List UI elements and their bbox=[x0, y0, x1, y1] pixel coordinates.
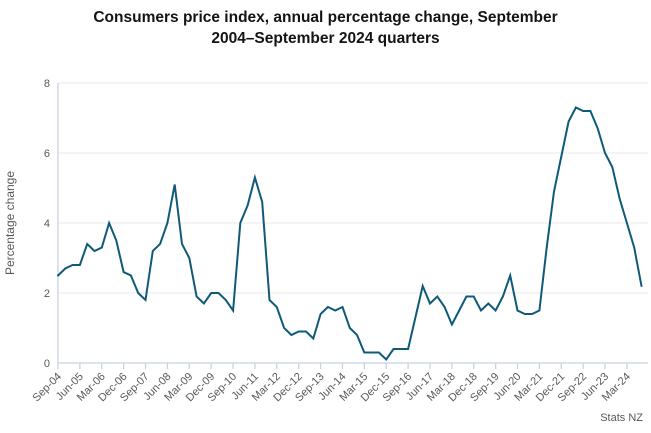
axis-tick-labels: 02468Sep-04Jun-05Mar-06Dec-06Sep-07Jun-0… bbox=[31, 78, 633, 404]
y-axis-tick-label: 8 bbox=[44, 78, 50, 90]
y-axis-tick-label: 6 bbox=[44, 148, 50, 160]
chart-title-line1: Consumers price index, annual percentage… bbox=[93, 9, 558, 26]
y-axis-title: Percentage change bbox=[3, 171, 17, 275]
axes bbox=[57, 83, 648, 369]
y-axis-tick-label: 2 bbox=[44, 288, 50, 300]
gridlines bbox=[58, 82, 648, 294]
chart-title: Consumers price index, annual percentage… bbox=[0, 7, 651, 49]
chart-title-line2: 2004–September 2024 quarters bbox=[211, 30, 440, 47]
y-axis-tick-label: 0 bbox=[44, 358, 50, 370]
source-attribution: Stats NZ bbox=[600, 412, 643, 424]
line-series-group bbox=[57, 106, 643, 362]
y-axis-tick-label: 4 bbox=[44, 218, 50, 230]
cpi-line-series bbox=[57, 106, 643, 362]
